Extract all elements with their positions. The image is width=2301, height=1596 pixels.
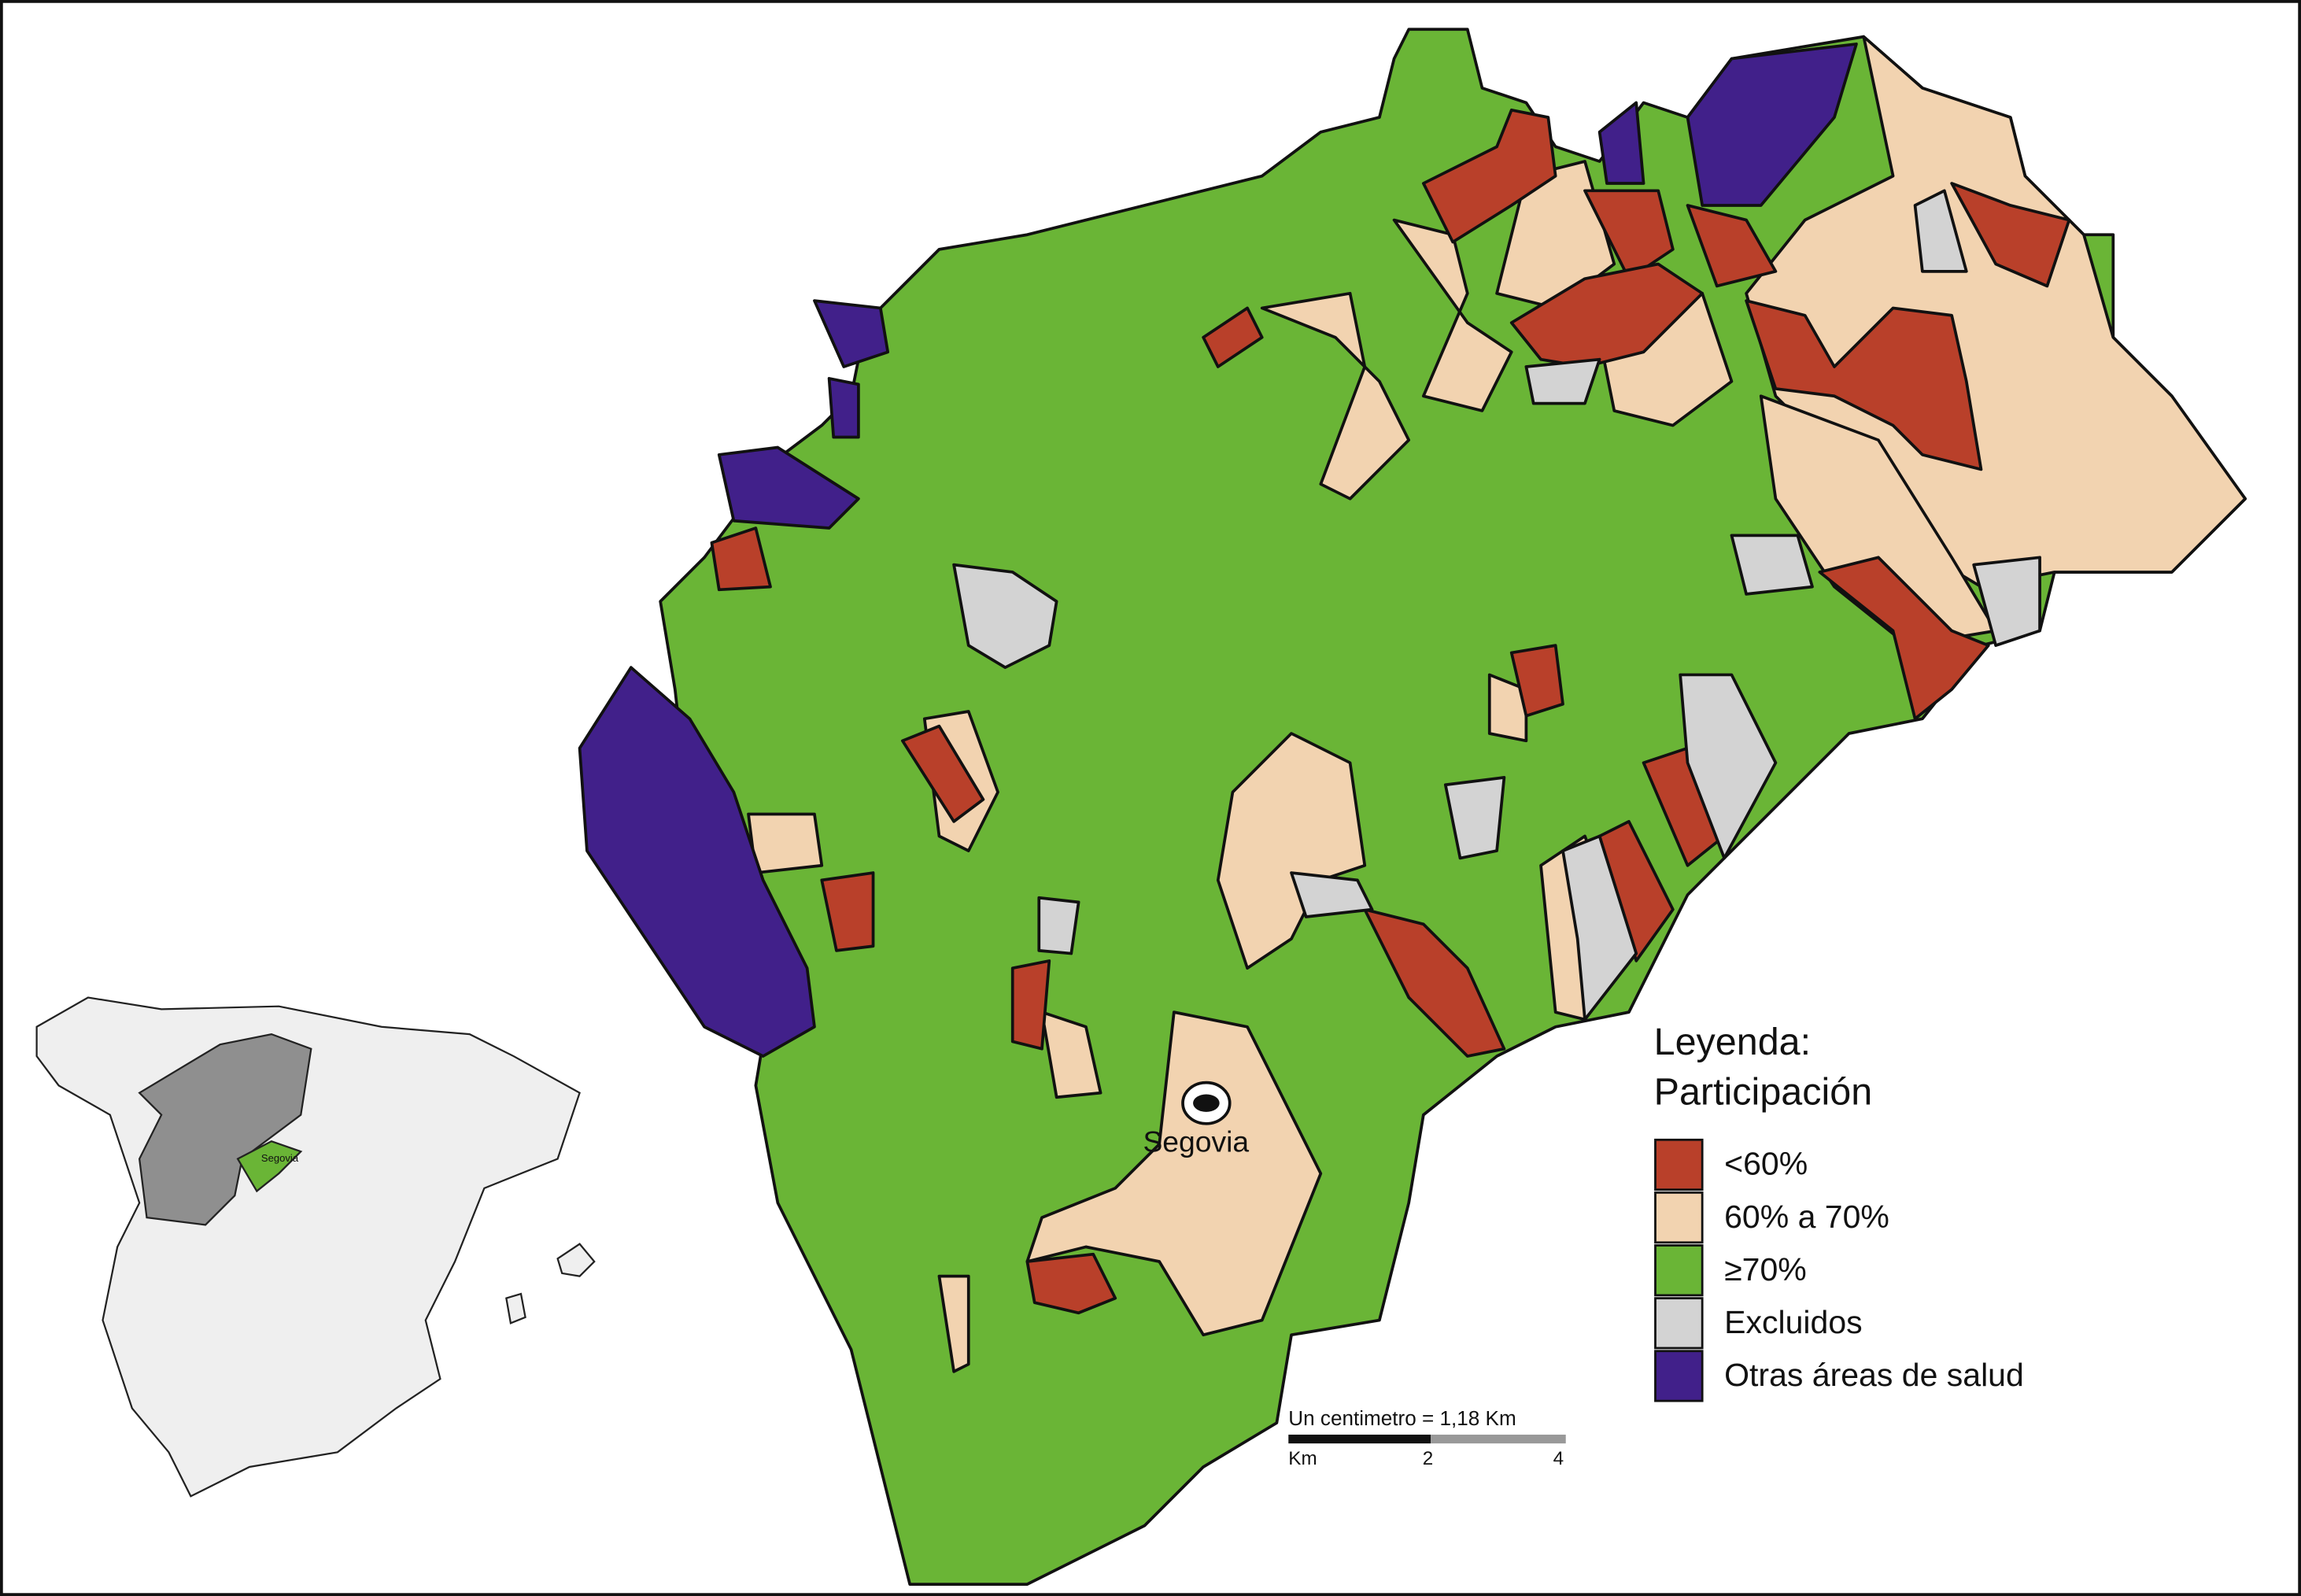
region	[1421, 108, 1557, 244]
region	[813, 299, 890, 368]
region	[1509, 262, 1705, 368]
region	[1392, 218, 1513, 412]
legend-swatch	[1654, 1138, 1704, 1191]
region	[578, 666, 816, 1058]
region	[1686, 42, 1858, 207]
inset-map: Segovia	[35, 996, 596, 1498]
region	[1745, 299, 1983, 471]
scale-mark: 2	[1423, 1448, 1433, 1469]
scale-unit: Km	[1288, 1448, 1317, 1469]
scale-bar: Un centimetro = 1,18 Km Km 2 4	[1288, 1406, 1566, 1469]
province-map	[578, 28, 2247, 1586]
scale-segment	[1288, 1434, 1431, 1444]
region	[1950, 182, 2071, 288]
legend-subtitle: Participación	[1654, 1070, 1873, 1113]
legend-label: Otras áreas de salud	[1724, 1357, 2024, 1393]
scale-caption: Un centimetro = 1,18 Km	[1288, 1406, 1516, 1430]
inset-label: Segovia	[261, 1152, 299, 1164]
region	[1730, 534, 1814, 596]
region	[747, 812, 824, 874]
region	[1972, 556, 2041, 648]
legend-swatch	[1654, 1350, 1704, 1402]
region	[717, 445, 860, 530]
region	[1290, 871, 1374, 918]
region	[1583, 189, 1675, 281]
region	[1025, 1010, 1323, 1337]
legend-label: ≥70%	[1724, 1251, 1807, 1288]
legend-swatch	[1654, 1244, 1704, 1297]
legend-swatch	[1654, 1297, 1704, 1350]
region	[1686, 204, 1778, 288]
region	[1524, 357, 1601, 405]
region	[1010, 959, 1051, 1051]
legend-label: 60% a 70%	[1724, 1199, 1889, 1235]
city-label: Segovia	[1143, 1125, 1249, 1158]
region	[820, 871, 875, 952]
island	[556, 1243, 596, 1277]
region	[1202, 306, 1264, 368]
city-dot	[1193, 1094, 1220, 1112]
legend: Leyenda: Participación <60% 60% a 70% ≥70%…	[1654, 1021, 2024, 1402]
region	[1913, 189, 1968, 273]
region	[1818, 556, 1990, 721]
castilla-leon	[138, 1033, 312, 1226]
region	[710, 526, 772, 592]
region	[1025, 1252, 1117, 1315]
region	[1260, 291, 1411, 501]
legend-label: Excluidos	[1724, 1304, 1863, 1340]
region	[1443, 776, 1506, 860]
region	[1037, 896, 1080, 955]
island	[505, 1292, 526, 1324]
legend-title: Leyenda:	[1654, 1021, 1811, 1063]
region	[1561, 834, 1638, 1022]
region	[900, 724, 985, 823]
region	[1040, 1010, 1102, 1099]
region	[937, 1274, 970, 1373]
region	[1363, 907, 1506, 1058]
region	[1487, 673, 1528, 743]
scale-segment	[1431, 1434, 1566, 1444]
region	[1679, 673, 1778, 860]
region	[1597, 101, 1645, 185]
region	[827, 377, 860, 439]
region	[952, 563, 1058, 669]
region	[1216, 732, 1367, 970]
segovia-inset	[236, 1140, 303, 1193]
legend-swatch	[1654, 1191, 1704, 1244]
scale-mark: 4	[1553, 1448, 1564, 1469]
region	[1509, 644, 1564, 718]
legend-label: <60%	[1724, 1146, 1808, 1182]
